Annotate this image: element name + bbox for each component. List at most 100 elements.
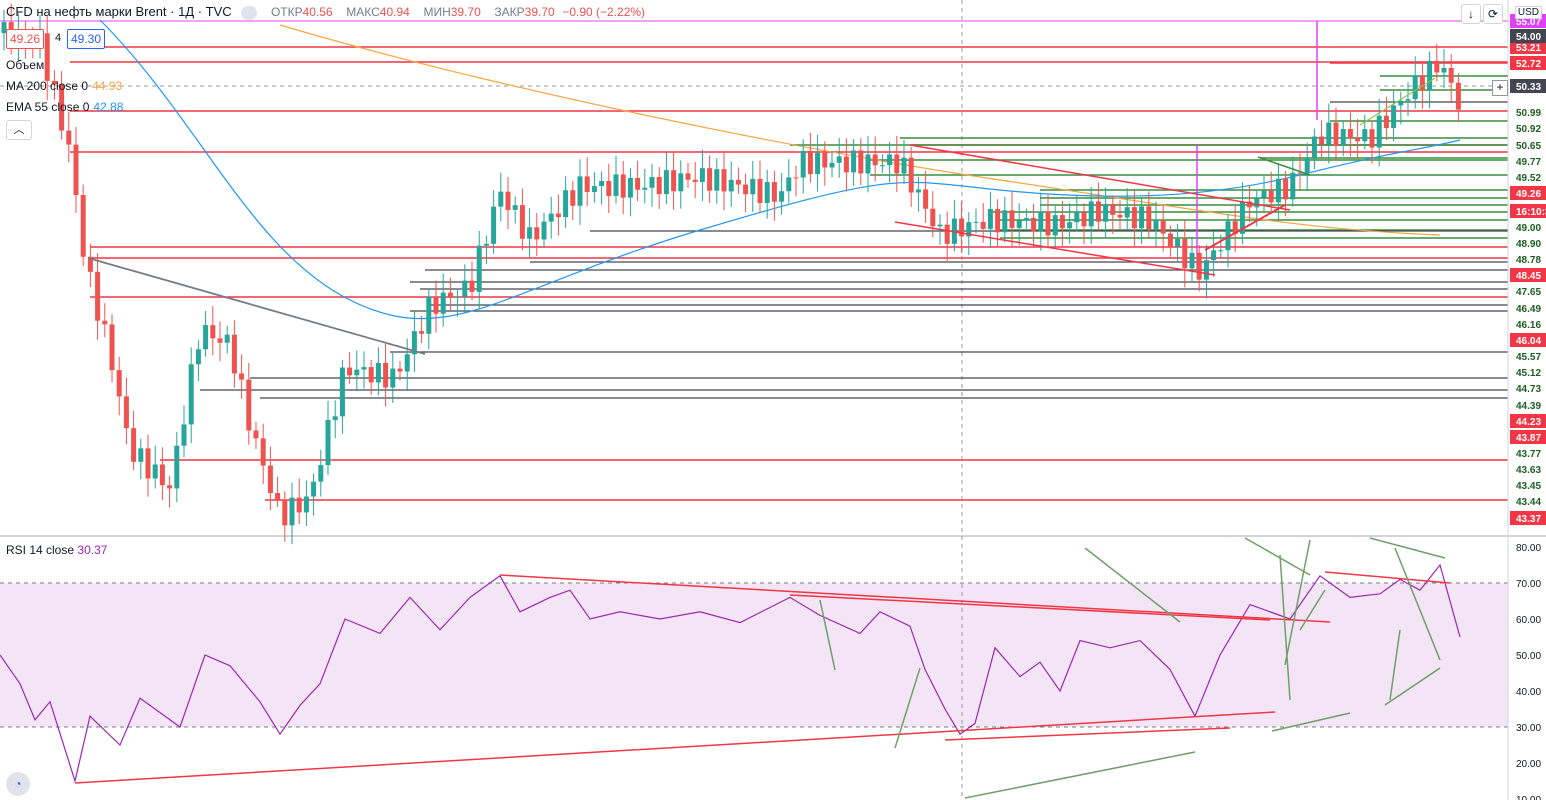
price-axis-label: 49.52 (1516, 173, 1541, 184)
gray-trendline (87, 257, 426, 355)
bid-price-box[interactable]: 49.26 (6, 29, 45, 49)
ema-legend[interactable]: EMA 55 close 0 42.88 (6, 100, 123, 114)
price-axis-label: 43.77 (1516, 449, 1541, 460)
candle-body (1023, 218, 1029, 221)
rsi-axis-label: 60.00 (1516, 615, 1541, 626)
candle-body (728, 179, 734, 192)
candle-body (217, 338, 223, 343)
candle-body (1261, 190, 1267, 198)
volume-legend[interactable]: Объем (6, 58, 44, 72)
price-axis-label-bg (1510, 29, 1546, 43)
candle-body (1434, 60, 1440, 73)
red-trendline (1204, 204, 1286, 251)
candle-body (1362, 129, 1368, 142)
candle-body (1153, 220, 1159, 230)
rsi-green-trendline (1279, 554, 1291, 701)
price-axis-label: 43.37 (1516, 514, 1541, 525)
price-axis-label: 49.26 (1516, 189, 1541, 200)
candle-body (1038, 211, 1044, 232)
candle-body (239, 373, 245, 380)
price-axis-label-bg (1510, 220, 1546, 234)
restore-icon: ⟳ (1487, 7, 1499, 21)
ma-value: 44.93 (92, 79, 123, 93)
candle-body (649, 177, 655, 188)
price-axis-label-bg (1510, 365, 1546, 379)
candle-body (915, 189, 921, 193)
candle-body (779, 191, 785, 202)
rsi-legend[interactable]: RSI 14 close 30.37 (6, 543, 107, 557)
price-axis-label-bg (1510, 446, 1546, 460)
price-axis-label: 46.16 (1516, 320, 1541, 331)
candle-body (66, 130, 72, 145)
candle-body (1311, 136, 1317, 158)
price-axis-label: 48.90 (1516, 239, 1541, 250)
price-axis-label: 50.92 (1516, 124, 1541, 135)
candle-body (231, 334, 237, 374)
rsi-green-trendline (964, 751, 1196, 799)
arrow-down-icon: ↓ (1468, 7, 1474, 21)
rsi-green-trendline (1369, 537, 1446, 559)
candle-body (167, 485, 173, 489)
candle-body (260, 438, 266, 466)
candle-body (1117, 214, 1123, 218)
price-axis-label-bg (1510, 381, 1546, 395)
candle-body (627, 177, 633, 198)
candle-body (1340, 128, 1346, 146)
price-axis-label-bg (1510, 56, 1546, 70)
ask-price-box[interactable]: 49.30 (67, 29, 106, 49)
candle-body (303, 496, 309, 513)
rsi-axis[interactable] (1509, 537, 1546, 800)
price-axis-label: 16:10:3 (1516, 207, 1546, 218)
candle-body (282, 499, 288, 526)
rsi-red-trendline (74, 711, 1276, 784)
main-pane[interactable] (0, 0, 1508, 535)
candle-body (555, 213, 561, 218)
candle-body (1319, 136, 1325, 145)
candle-body (491, 206, 497, 244)
candle-body (699, 168, 705, 182)
currency-label[interactable]: USD (1514, 6, 1542, 19)
rsi-axis-label: 80.00 (1516, 543, 1541, 554)
candle-body (1031, 218, 1037, 232)
candle-body (311, 481, 317, 497)
candle-body (721, 169, 727, 192)
candle-body (109, 324, 115, 371)
price-axis-label-bg (1510, 40, 1546, 54)
candle-body (275, 493, 281, 500)
candle-body (865, 154, 871, 174)
rsi-line (0, 563, 1461, 784)
symbol-title[interactable]: CFD на нефть марки Brent · 1Д · TVC (6, 4, 232, 19)
candle-body (1398, 100, 1404, 106)
price-axis-label-bg (1510, 301, 1546, 315)
rsi-axis-label: 50.00 (1516, 651, 1541, 662)
candle-body (620, 174, 626, 198)
candle-body (1124, 207, 1130, 218)
candle-body (1182, 238, 1188, 269)
candle-body (1, 22, 7, 34)
collapse-legend-button[interactable]: ︿ (6, 120, 32, 140)
candle-body (685, 173, 691, 180)
rsi-axis-label: 40.00 (1516, 687, 1541, 698)
candle-body (210, 325, 216, 339)
restore-button[interactable]: ⟳ (1483, 4, 1503, 24)
candle-body (419, 331, 425, 334)
candle-body (1326, 122, 1332, 145)
price-axis-label: 46.04 (1516, 336, 1541, 347)
candle-body (1376, 115, 1382, 148)
candle-body (707, 168, 713, 191)
scroll-down-button[interactable]: ↓ (1461, 4, 1481, 24)
ma-label: MA 200 close 0 (6, 79, 89, 93)
candle-body (318, 465, 324, 482)
high-value: 40.94 (379, 5, 410, 19)
compare-badge-icon[interactable] (241, 5, 258, 20)
candle-body (843, 156, 849, 173)
candle-body (1369, 129, 1375, 148)
candle-body (1218, 250, 1224, 252)
ma-legend[interactable]: MA 200 close 0 44.93 (6, 79, 122, 93)
tradingview-logo-icon[interactable]: ◔ (6, 772, 30, 796)
candle-body (671, 170, 677, 192)
candle-body (361, 367, 367, 370)
price-axis-label-bg (1510, 494, 1546, 508)
crosshair-plus-icon[interactable]: + (1492, 80, 1508, 96)
